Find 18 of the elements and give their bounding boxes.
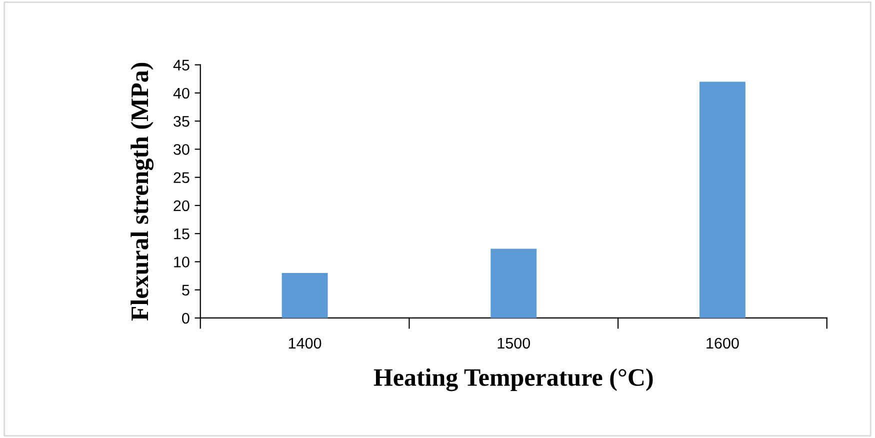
y-tick-label: 5 xyxy=(182,284,190,296)
x-tick-label: 1600 xyxy=(706,338,739,349)
y-tick-label: 20 xyxy=(174,200,190,212)
x-tick-label: 1500 xyxy=(498,338,530,349)
y-tick-label: 25 xyxy=(174,172,190,184)
y-tick-label: 10 xyxy=(174,256,190,268)
x-tick-label: 1400 xyxy=(288,338,322,349)
y-tick-label: 40 xyxy=(173,88,190,99)
y-tick-label: 45 xyxy=(173,60,190,71)
bar xyxy=(699,82,746,318)
y-tick-label: 15 xyxy=(174,228,190,240)
y-tick-label: 35 xyxy=(174,116,190,127)
y-tick-label: 30 xyxy=(174,144,190,155)
x-axis-title: Heating Temperature (°C) xyxy=(374,368,653,392)
bar xyxy=(490,248,537,318)
y-tick-label: 0 xyxy=(182,312,190,324)
bar xyxy=(282,272,328,318)
y-axis-title: Flexural strength (MPa) xyxy=(130,62,154,321)
